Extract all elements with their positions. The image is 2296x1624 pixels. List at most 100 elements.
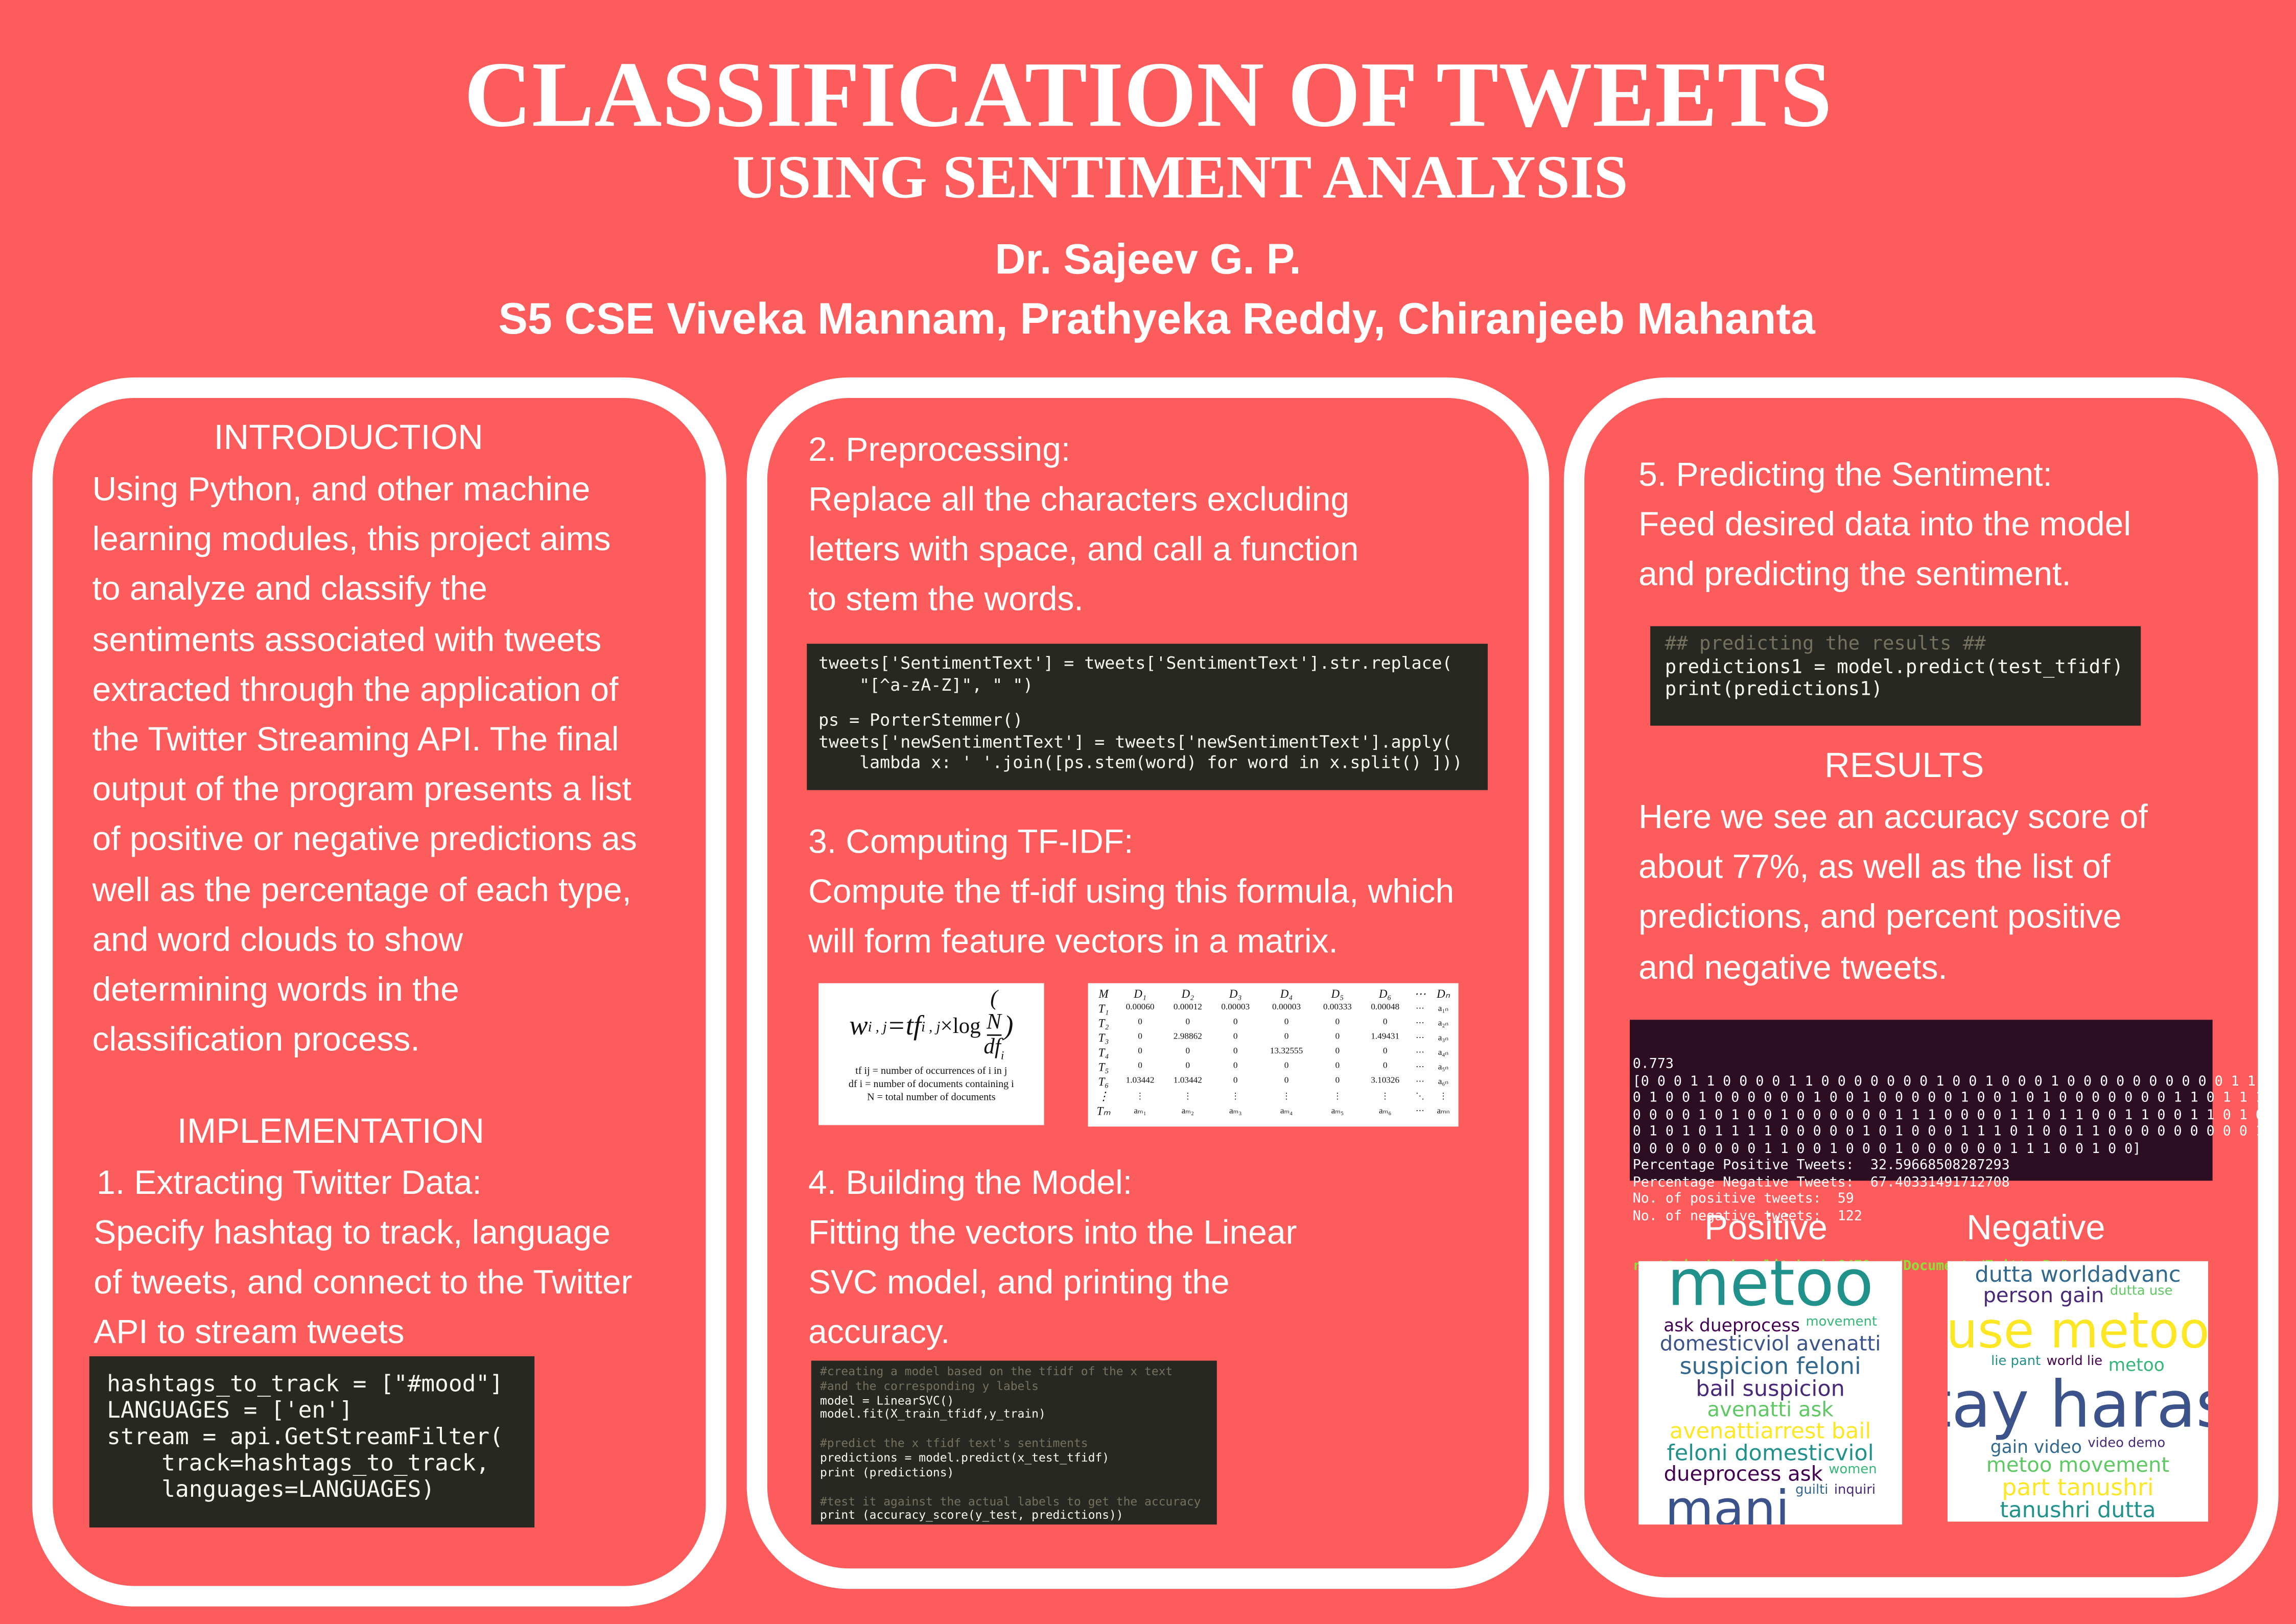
- text-line: and word clouds to show: [92, 920, 463, 958]
- matrix-cell: 0: [1138, 1018, 1142, 1027]
- tfidf-step: 3. Computing TF-IDF:: [808, 822, 1134, 861]
- matrix: M D₁ D₂ D₃ D₄ D₅ D₆ ⋯ Dₙ T₁ 0.00060 0.00012 0.00003 0…: [1091, 986, 1456, 1118]
- text-line: SVC model, and printing the: [808, 1263, 1230, 1301]
- text-line: Here we see an accuracy score of: [1638, 797, 2148, 836]
- code-block: #creating a model based on the tfidf of …: [820, 1365, 1208, 1422]
- text-line: API to stream tweets: [93, 1313, 405, 1351]
- text-line: 0.773: [1632, 1056, 1674, 1073]
- matrix-cell: 0: [1233, 1062, 1238, 1071]
- authors: S5 CSE Viveka Mannam, Prathyeka Reddy, C…: [498, 295, 1815, 344]
- matrix-cell: 0: [1335, 1032, 1340, 1042]
- text-line: tf ij = number of occurrences of i in j: [855, 1065, 1008, 1077]
- matrix-cell: 1.03442: [1173, 1076, 1202, 1086]
- matrix-cell: Dₙ: [1437, 986, 1450, 1000]
- matrix-cell: 13.32555: [1270, 1047, 1303, 1056]
- matrix-cell: 0: [1383, 1047, 1388, 1056]
- text-line: Compute the tf-idf using this formula, w…: [808, 872, 1455, 910]
- cloud-word: metoo: [2108, 1354, 2165, 1375]
- formula-sub: i: [1000, 1048, 1004, 1062]
- matrix-cell: 0.00012: [1173, 1003, 1202, 1013]
- text-line: Replace all the characters excluding: [808, 480, 1350, 518]
- matrix-row: T₁ 0.00060 0.00012 0.00003 0.00003 0.00333 0.0…: [1091, 1001, 1456, 1016]
- negative-label: Negative: [1966, 1208, 2105, 1248]
- code-line: tweets['newSentimentText'] = tweets['new…: [818, 731, 1452, 751]
- matrix-cell: a₂ₙ: [1438, 1019, 1449, 1028]
- results-text: Here we see an accuracy score of about 77…: [1638, 791, 2148, 992]
- code-line: #predict the x tfidf text's sentiments: [820, 1437, 1088, 1450]
- impl-step: 1. Extracting Twitter Data:: [97, 1163, 482, 1202]
- code-line: ps = PorterStemmer(): [818, 710, 1023, 731]
- matrix-cell: ⋮: [1282, 1092, 1291, 1101]
- code-preprocess: tweets['SentimentText'] = tweets['Sentim…: [807, 644, 1488, 790]
- code-line: LANGUAGES = ['en']: [107, 1397, 353, 1424]
- code-line: #and the corresponding y labels: [820, 1379, 1039, 1393]
- code-stream: hashtags_to_track = ["#mood"] LANGUAGES =…: [89, 1356, 535, 1528]
- matrix-cell: D₃: [1229, 986, 1242, 1000]
- cloud-word: dueprocess ask: [1664, 1462, 1823, 1486]
- matrix-cell: a₄ₙ: [1438, 1048, 1449, 1057]
- matrix-cell: ⋯: [1415, 1063, 1425, 1072]
- matrix-cell: 0: [1233, 1076, 1238, 1086]
- text-line: learning modules, this project aims: [92, 520, 611, 558]
- matrix-cell: a₁ₙ: [1438, 1004, 1449, 1014]
- cloud-word: movement: [1806, 1314, 1878, 1329]
- text-line: letters with space, and call a function: [808, 530, 1359, 568]
- model-step: 4. Building the Model:: [808, 1163, 1133, 1202]
- code-line: predictions = model.predict(x_test_tfidf…: [820, 1451, 1110, 1465]
- matrix-cell: T₅: [1098, 1060, 1109, 1073]
- cloud-word: feloni domesticviol: [1667, 1439, 1874, 1466]
- code-line: #creating a model based on the tfidf of …: [820, 1365, 1173, 1378]
- matrix-cell: D₄: [1280, 986, 1293, 1000]
- cloud-word: metoo: [1667, 1261, 1874, 1321]
- matrix-cell: 0: [1138, 1047, 1142, 1056]
- matrix-cell: 0.00333: [1323, 1003, 1352, 1013]
- cloud-word: lie pant: [1991, 1354, 2041, 1369]
- code-line: languages=LANGUAGES): [107, 1476, 435, 1503]
- panel-right: [1563, 377, 2279, 1598]
- cloud-word: tanushri dutta: [2000, 1496, 2156, 1522]
- code-line: "[^a-zA-Z]", " "): [818, 673, 1034, 694]
- cloud-word: inquiri: [1834, 1482, 1876, 1498]
- matrix-cell: 0.00003: [1272, 1003, 1301, 1013]
- supervisor: Dr. Sajeev G. P.: [995, 237, 1301, 284]
- tfidf-text: Compute the tf-idf using this formula, w…: [808, 866, 1454, 966]
- matrix-cell: 0: [1335, 1076, 1340, 1086]
- matrix-cell: 0: [1138, 1032, 1142, 1042]
- formula-df: df: [983, 1035, 1001, 1059]
- text-line: accuracy.: [808, 1313, 950, 1351]
- matrix-cell: a₆ₙ: [1438, 1077, 1449, 1087]
- matrix-cell: ⋯: [1414, 986, 1426, 1000]
- matrix-image: M D₁ D₂ D₃ D₄ D₅ D₆ ⋯ Dₙ T₁ 0.00060 0.00012 0.00003 0…: [1088, 983, 1459, 1127]
- text-line: will form feature vectors in a matrix.: [808, 922, 1338, 960]
- matrix-row: Tₘ aₘ₁ aₘ₂ aₘ₃ aₘ₄ aₘ₅ aₘ₆ ⋯ aₘₙ: [1091, 1103, 1456, 1118]
- text-line: No. of positive tweets: 59: [1632, 1191, 1854, 1207]
- text-line: about 77%, as well as the list of: [1638, 847, 2111, 886]
- prep-step: 2. Preprocessing:: [808, 430, 1071, 468]
- matrix-row: T₂ 0 0 0 0 0 0 ⋯ a₂ₙ: [1091, 1016, 1456, 1030]
- matrix-cell: aₘ₆: [1378, 1107, 1392, 1116]
- formula-w: w: [849, 1011, 868, 1042]
- text-line: the Twitter Streaming API. The final: [92, 720, 619, 758]
- matrix-cell: T₃: [1098, 1030, 1109, 1044]
- matrix-cell: Tₘ: [1096, 1103, 1111, 1117]
- cloud-word: dutta worldadvanc: [1975, 1261, 2181, 1287]
- text-line: Using Python, and other machine: [92, 469, 591, 508]
- model-text: Fitting the vectors into the Linear SVC m…: [808, 1207, 1297, 1357]
- matrix-cell: ⋮: [1183, 1092, 1192, 1101]
- cloud-word: avenatti ask: [1707, 1398, 1834, 1422]
- text-line: and negative tweets.: [1638, 947, 1948, 986]
- text-line: Specify hashtag to track, language: [93, 1213, 611, 1251]
- matrix-cell: 0: [1383, 1062, 1388, 1071]
- matrix-row: T₃ 0 2.98862 0 0 0 1.49431 ⋯ a₃ₙ: [1091, 1030, 1456, 1045]
- text-line: and predicting the sentiment.: [1638, 555, 2071, 593]
- code-block: ps = PorterStemmer() tweets['newSentiment…: [818, 710, 1476, 773]
- matrix-cell: T₄: [1098, 1045, 1109, 1059]
- matrix-cell: 0: [1185, 1062, 1190, 1071]
- cloud-word: video demo: [2088, 1436, 2166, 1451]
- cloud-word: person gain: [1983, 1284, 2104, 1307]
- matrix-cell: 0: [1383, 1018, 1388, 1027]
